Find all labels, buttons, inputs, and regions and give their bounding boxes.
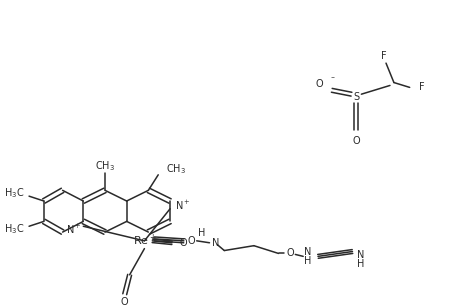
Text: O: O xyxy=(315,80,323,89)
Text: H$_3$C: H$_3$C xyxy=(4,186,24,200)
Text: H$_3$C: H$_3$C xyxy=(4,222,24,236)
Text: N$^+$: N$^+$ xyxy=(66,223,82,236)
Text: CH$_3$: CH$_3$ xyxy=(166,162,186,176)
Text: O: O xyxy=(180,238,188,248)
Text: F: F xyxy=(419,82,424,92)
Text: S: S xyxy=(354,92,360,102)
Text: F: F xyxy=(381,51,387,61)
Text: H: H xyxy=(305,256,312,266)
Text: O: O xyxy=(287,248,294,259)
Text: CH$_3$: CH$_3$ xyxy=(95,159,115,173)
Text: O: O xyxy=(188,236,196,246)
Text: H: H xyxy=(357,259,365,269)
Text: $^-$: $^-$ xyxy=(329,75,335,81)
Text: N$^+$: N$^+$ xyxy=(175,199,191,212)
Text: N: N xyxy=(357,250,365,260)
Text: N: N xyxy=(305,248,312,257)
Text: Re$^+$: Re$^+$ xyxy=(132,233,156,248)
Text: N: N xyxy=(213,238,220,248)
Text: O: O xyxy=(353,136,360,146)
Text: O: O xyxy=(121,297,129,306)
Text: H: H xyxy=(198,228,205,238)
